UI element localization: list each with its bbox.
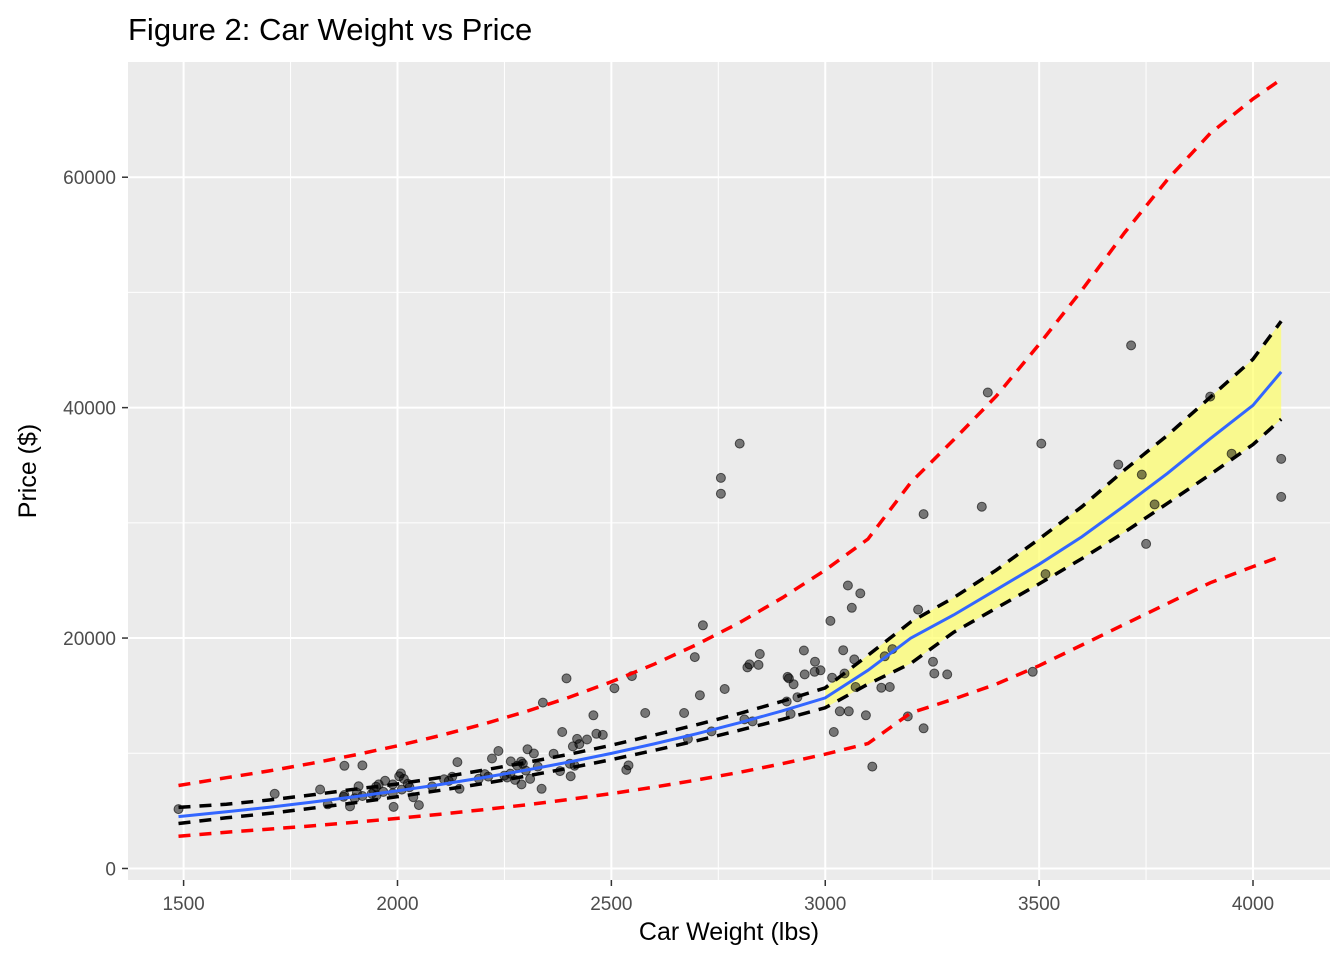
data-point xyxy=(623,760,634,771)
data-point xyxy=(928,656,938,667)
data-point xyxy=(1036,438,1047,449)
data-point xyxy=(697,620,708,631)
confidence-band xyxy=(825,321,1282,708)
data-point xyxy=(493,746,504,756)
data-point xyxy=(561,673,572,684)
data-point xyxy=(918,509,929,520)
data-point xyxy=(855,588,866,599)
data-point xyxy=(715,472,726,483)
chart-title: Figure 2: Car Weight vs Price xyxy=(128,12,532,47)
y-tick-label: 40000 xyxy=(63,399,116,420)
data-point xyxy=(827,672,838,683)
y-axis-ticks: 0 20000 40000 60000 xyxy=(63,168,128,880)
data-point xyxy=(744,659,755,670)
data-point xyxy=(588,710,599,721)
x-tick-label: 3500 xyxy=(1018,894,1060,915)
grid-major xyxy=(128,62,1330,880)
fit-line xyxy=(178,370,1283,819)
data-point xyxy=(1149,499,1160,510)
data-point xyxy=(867,761,878,772)
data-point xyxy=(452,757,463,768)
confidence-upper-line xyxy=(178,320,1283,810)
data-point xyxy=(679,708,690,718)
data-point xyxy=(734,438,745,449)
data-point xyxy=(810,656,820,667)
data-point xyxy=(516,779,527,790)
data-point xyxy=(574,739,585,750)
data-point xyxy=(876,682,887,693)
x-tick-label: 4000 xyxy=(1232,894,1274,915)
data-point xyxy=(843,706,854,717)
y-tick-label: 0 xyxy=(105,859,116,880)
data-point xyxy=(537,697,548,708)
prediction-lower-line xyxy=(178,554,1282,838)
data-point xyxy=(1113,459,1124,470)
data-point xyxy=(842,580,853,591)
x-axis-ticks: 1500 2000 2500 3000 3500 4000 xyxy=(162,880,1274,915)
data-point xyxy=(609,683,620,694)
data-point xyxy=(798,645,809,656)
data-point xyxy=(1136,469,1147,480)
data-point xyxy=(315,784,326,795)
data-point xyxy=(918,723,929,734)
data-point xyxy=(525,773,536,784)
x-tick-label: 2500 xyxy=(590,894,632,915)
y-tick-label: 20000 xyxy=(63,629,116,650)
data-point xyxy=(413,800,424,811)
data-point xyxy=(815,665,826,676)
data-point xyxy=(1126,340,1137,351)
x-axis-title: Car Weight (lbs) xyxy=(639,918,819,946)
data-point xyxy=(799,669,810,680)
data-point xyxy=(1276,491,1287,502)
data-point xyxy=(536,783,547,794)
x-tick-label: 3000 xyxy=(804,894,846,915)
data-point xyxy=(388,801,399,812)
x-tick-label: 1500 xyxy=(162,894,204,915)
data-point xyxy=(860,710,871,721)
data-point xyxy=(846,602,857,613)
data-point xyxy=(719,684,730,694)
data-point xyxy=(715,488,726,499)
data-point xyxy=(694,690,705,701)
data-point xyxy=(1027,666,1038,677)
data-point xyxy=(753,659,764,670)
data-point xyxy=(913,604,924,615)
data-point xyxy=(640,708,651,718)
data-point xyxy=(929,668,940,679)
data-point xyxy=(689,652,700,663)
data-point xyxy=(487,753,497,764)
data-point xyxy=(976,501,987,512)
bound-lines xyxy=(178,77,1283,838)
prediction-upper-line xyxy=(178,77,1283,788)
confidence-band-layer xyxy=(825,321,1282,708)
x-tick-label: 2000 xyxy=(376,894,418,915)
data-point xyxy=(825,615,836,626)
data-point xyxy=(884,682,895,692)
data-point xyxy=(565,771,576,782)
data-point xyxy=(1141,538,1152,549)
data-point xyxy=(942,669,953,680)
data-point xyxy=(828,727,839,737)
data-point xyxy=(339,760,350,771)
data-point xyxy=(1040,569,1051,580)
data-point xyxy=(982,387,993,398)
data-point xyxy=(838,645,849,656)
data-point xyxy=(597,729,608,740)
data-point xyxy=(788,679,799,690)
data-point xyxy=(357,760,368,771)
y-tick-label: 60000 xyxy=(63,168,116,189)
y-axis-title: Price ($) xyxy=(14,424,42,518)
data-point xyxy=(582,734,592,745)
data-point xyxy=(754,649,765,659)
data-point xyxy=(1276,453,1287,464)
data-point xyxy=(528,748,539,759)
confidence-lower-line xyxy=(178,417,1283,826)
data-point xyxy=(269,788,280,799)
data-point xyxy=(834,706,845,717)
data-point xyxy=(557,727,568,737)
